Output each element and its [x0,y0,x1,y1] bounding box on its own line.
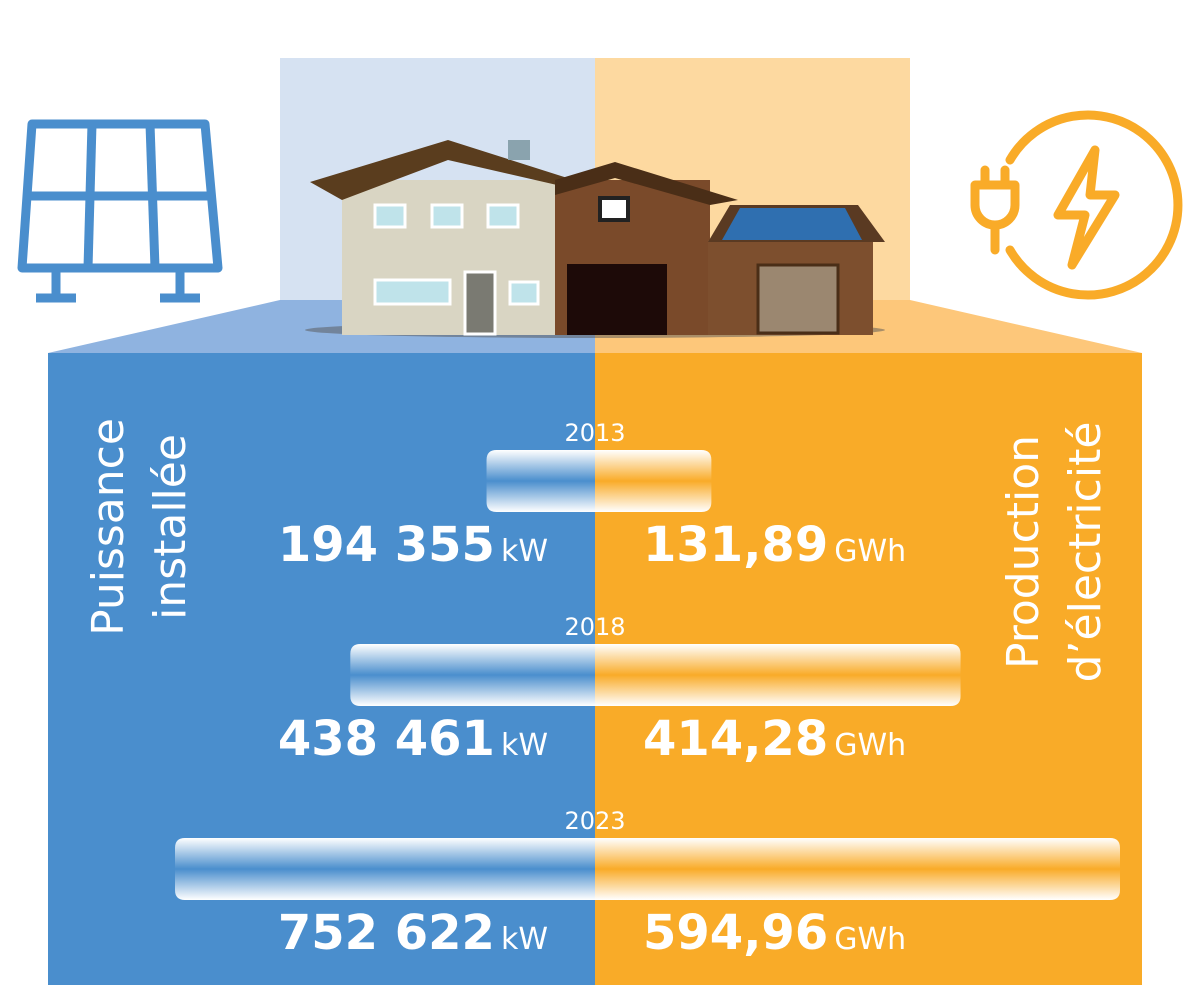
bar-right [595,644,961,706]
year-label: 2018 [564,613,625,641]
right-value: 131,89 [643,517,828,573]
right-unit: GWh [834,728,906,763]
left-unit: kW [501,922,548,957]
left-unit: kW [501,534,548,569]
left-value: 752 622 [278,905,495,961]
left-value-label: 194 355 kW [278,517,548,573]
year-label: 2023 [564,807,625,835]
right-value: 594,96 [643,905,828,961]
left-value: 438 461 [278,711,495,767]
solar-panel-icon [17,119,223,303]
right-unit: GWh [834,534,906,569]
left-series-title: Puissance installée [83,418,196,636]
bar-left [486,450,595,512]
left-unit: kW [501,728,548,763]
right-unit: GWh [834,922,906,957]
bar-right [595,450,712,512]
left-value-label: 752 622 kW [278,905,548,961]
plug-icon [970,110,1183,300]
right-series-title: Production d’électricité [998,421,1111,683]
right-value: 414,28 [643,711,828,767]
right-value-label: 414,28 GWh [643,711,906,767]
bar-left [350,644,595,706]
bar-left [175,838,595,900]
year-label: 2013 [564,419,625,447]
house-icon [305,140,885,338]
left-value-label: 438 461 kW [278,711,548,767]
right-value-label: 594,96 GWh [643,905,906,961]
bar-right [595,838,1120,900]
left-value: 194 355 [278,517,495,573]
right-value-label: 131,89 GWh [643,517,906,573]
